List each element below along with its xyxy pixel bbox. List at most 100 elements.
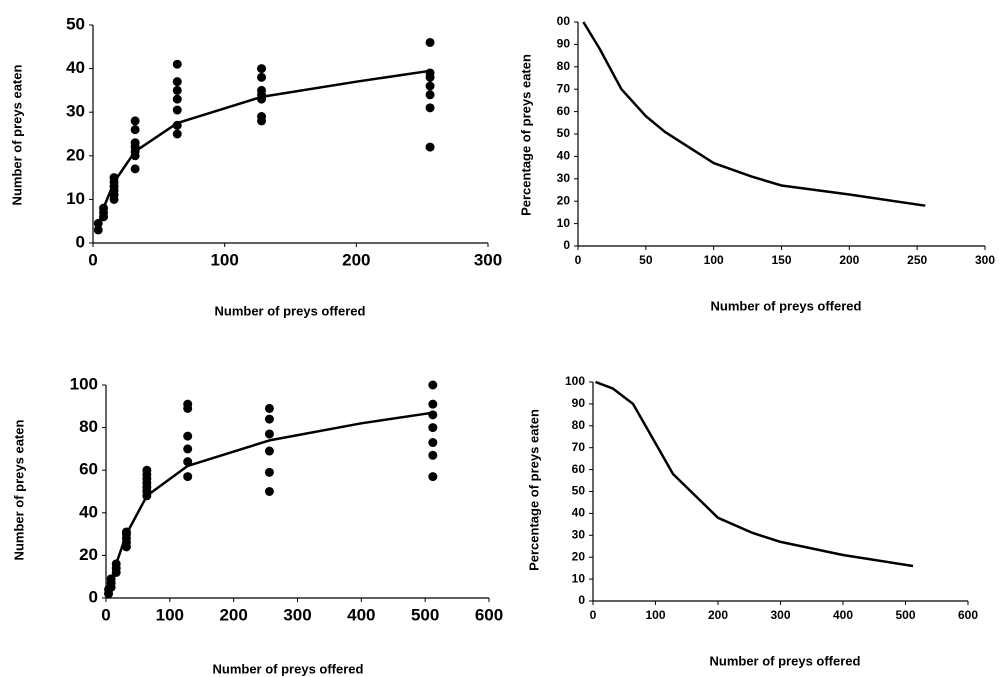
x-axis-label: Number of preys offered	[711, 298, 862, 313]
data-point	[93, 225, 103, 235]
data-point	[264, 414, 274, 424]
y-tick-label: 30	[572, 527, 586, 541]
y-tick-label: 70	[557, 81, 571, 95]
y-tick-label: 10	[557, 216, 571, 230]
y-tick-label: 20	[66, 145, 85, 164]
data-point	[172, 94, 182, 104]
y-tick-label: 30	[66, 102, 85, 121]
x-tick-label: 500	[895, 608, 915, 622]
data-point	[428, 380, 438, 390]
data-point	[183, 472, 193, 482]
data-point	[264, 467, 274, 477]
data-point	[257, 72, 267, 82]
y-tick-label: 80	[557, 59, 571, 73]
y-tick-label: 60	[557, 104, 571, 118]
y-tick-label: 40	[557, 149, 571, 163]
curve	[97, 69, 431, 226]
data-point	[428, 423, 438, 433]
data-point	[130, 164, 140, 174]
data-point	[172, 105, 182, 115]
subplot: 0 10 20 30 40 50 60 70 80 90 100 0 100 200 300 400 500 60…	[526, 374, 978, 668]
y-tick-label: 10	[572, 571, 586, 585]
data-point	[183, 431, 193, 441]
y-tick-label: 100	[565, 374, 585, 388]
data-point	[428, 410, 438, 420]
x-axis-label: Number of preys offered	[710, 653, 861, 668]
x-tick-label: 0	[101, 605, 110, 624]
data-point	[428, 472, 438, 482]
y-tick-label: 80	[572, 418, 586, 432]
data-point	[183, 399, 193, 409]
x-tick-label: 150	[771, 253, 791, 267]
x-axis-label: Number of preys offered	[213, 661, 364, 676]
y-tick-label: 40	[572, 506, 586, 520]
y-tick-label: 0	[89, 587, 98, 606]
data-point	[130, 138, 140, 148]
y-tick-label: 60	[572, 462, 586, 476]
y-tick-label: 70	[572, 440, 586, 454]
data-point	[172, 85, 182, 95]
subplot: 0 20 40 60 80 100 0 100 200 300 400 500 600 Number of…	[11, 374, 503, 676]
data-point	[264, 403, 274, 413]
data-point	[425, 81, 435, 91]
x-tick-label: 50	[639, 253, 653, 267]
data-point	[425, 103, 435, 113]
data-point	[130, 125, 140, 135]
y-tick-label: 20	[557, 193, 571, 207]
y-tick-label: 40	[79, 502, 98, 521]
x-tick-label: 500	[411, 605, 439, 624]
x-tick-label: 300	[975, 253, 995, 267]
x-tick-label: 400	[347, 605, 375, 624]
x-tick-label: 0	[88, 250, 97, 269]
y-tick-label: 80	[79, 417, 98, 436]
curve	[595, 380, 914, 568]
x-tick-label: 0	[590, 608, 597, 622]
x-tick-label: 600	[475, 605, 503, 624]
curve	[582, 21, 926, 207]
data-point	[172, 77, 182, 87]
x-tick-label: 200	[219, 605, 247, 624]
y-axis-label: Percentage of preys eaten	[518, 54, 533, 216]
x-tick-label: 100	[156, 605, 184, 624]
x-tick-label: 300	[770, 608, 790, 622]
data-point	[428, 450, 438, 460]
x-tick-label: 200	[839, 253, 859, 267]
y-tick-label: 0	[563, 238, 570, 252]
data-point	[142, 465, 152, 475]
x-tick-label: 250	[907, 253, 927, 267]
data-point	[183, 444, 193, 454]
data-point	[425, 142, 435, 152]
data-point	[425, 90, 435, 100]
data-point	[172, 59, 182, 69]
y-tick-label: 20	[572, 549, 586, 563]
y-tick-label: 60	[79, 460, 98, 479]
data-point	[257, 85, 267, 95]
subplot: 0 10 20 30 40 50 0 100 200 300 Number of preys off…	[9, 14, 502, 318]
y-tick-label: 90	[572, 396, 586, 410]
y-axis-label: Number of preys eaten	[9, 65, 24, 206]
x-tick-label: 400	[833, 608, 853, 622]
y-tick-label: 40	[66, 58, 85, 77]
data-point	[172, 129, 182, 139]
y-tick-label: 90	[557, 37, 571, 51]
x-tick-label: 300	[283, 605, 311, 624]
y-tick-label: 0	[76, 232, 85, 251]
y-tick-label: 00	[557, 14, 571, 28]
data-point	[425, 37, 435, 47]
y-tick-label: 50	[557, 126, 571, 140]
curve	[107, 411, 433, 590]
data-point	[425, 68, 435, 78]
y-tick-label: 50	[66, 14, 85, 33]
y-tick-label: 10	[66, 189, 85, 208]
y-tick-label: 50	[572, 484, 586, 498]
x-tick-label: 100	[645, 608, 665, 622]
x-tick-label: 100	[704, 253, 724, 267]
data-point	[264, 446, 274, 456]
data-point	[130, 116, 140, 126]
data-point	[264, 487, 274, 496]
x-tick-label: 300	[474, 250, 502, 269]
data-point	[428, 399, 438, 409]
y-axis-label: Percentage of preys eaten	[526, 409, 541, 571]
